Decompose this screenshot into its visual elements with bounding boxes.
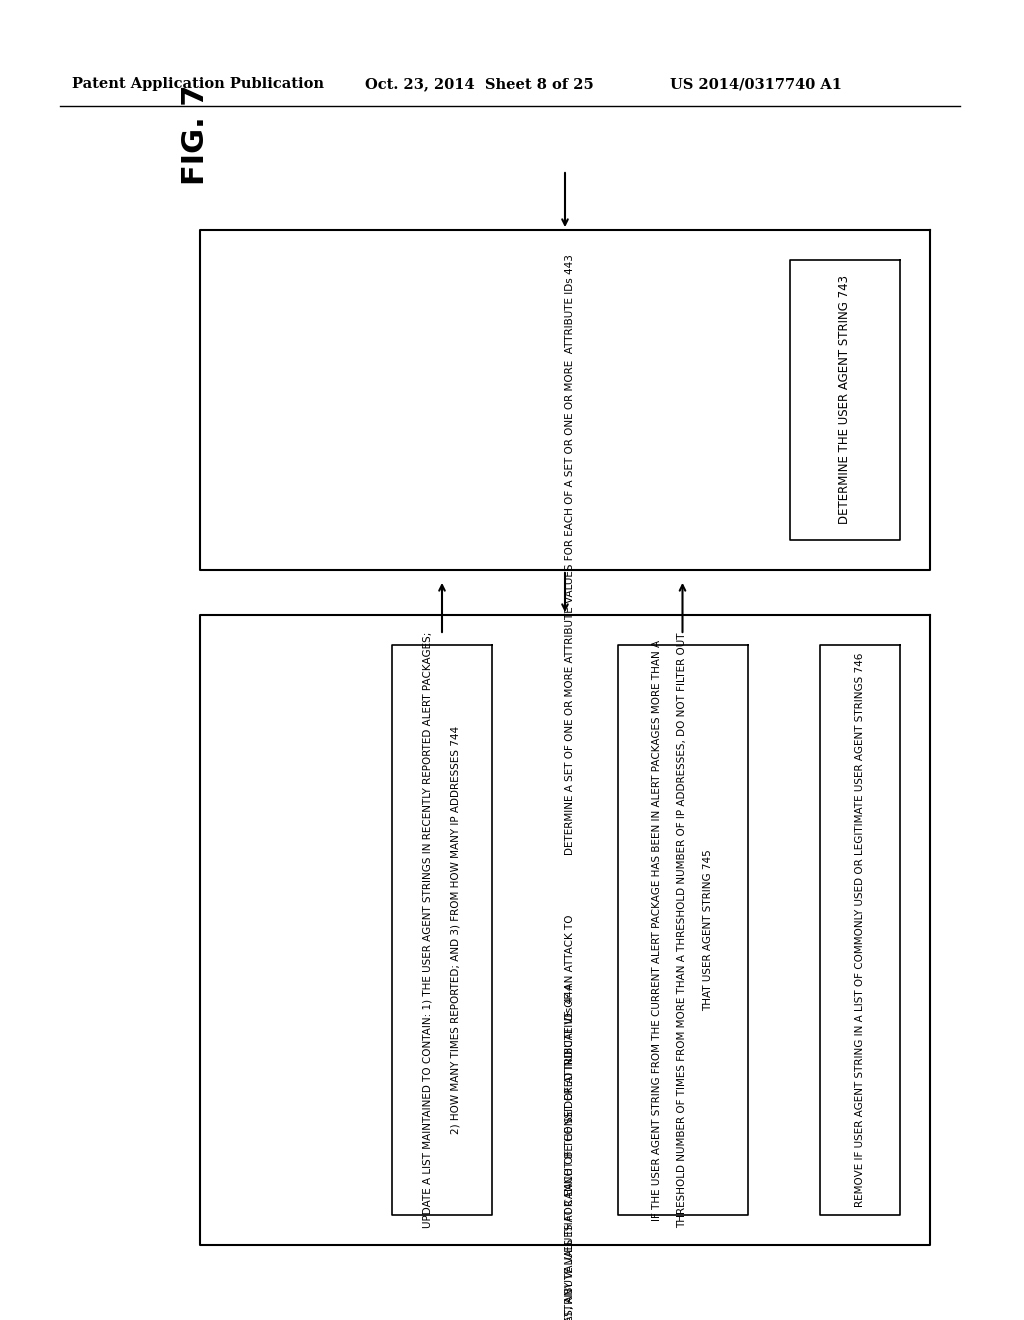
Text: US 2014/0317740 A1: US 2014/0317740 A1 [670,77,842,91]
Text: DETERMINE THE USER AGENT STRING 743: DETERMINE THE USER AGENT STRING 743 [839,276,852,524]
Text: THAT USER AGENT STRING 745: THAT USER AGENT STRING 745 [703,849,714,1011]
Text: IF THE USER AGENT STRING FROM THE CURRENT ALERT PACKAGE HAS BEEN IN ALERT PACKAG: IF THE USER AGENT STRING FROM THE CURREN… [651,639,662,1221]
Text: 2) HOW MANY TIMES REPORTED; AND 3) FROM HOW MANY IP ADDRESSES 744: 2) HOW MANY TIMES REPORTED; AND 3) FROM … [451,726,461,1134]
Text: THRESHOLD NUMBER OF TIMES FROM MORE THAN A THRESHOLD NUMBER OF IP ADDRESSES, DO : THRESHOLD NUMBER OF TIMES FROM MORE THAN… [678,632,687,1228]
Text: Patent Application Publication: Patent Application Publication [72,77,324,91]
Text: REMOVE IF USER AGENT STRING IN A LIST OF COMMONLY USED OR LEGITIMATE USER AGENT : REMOVE IF USER AGENT STRING IN A LIST OF… [855,653,865,1208]
Text: Oct. 23, 2014  Sheet 8 of 25: Oct. 23, 2014 Sheet 8 of 25 [365,77,594,91]
Text: FIG. 7: FIG. 7 [180,84,210,185]
Text: UPDATE A LIST MAINTAINED TO CONTAIN: 1) THE USER AGENT STRINGS IN RECENTLY REPOR: UPDATE A LIST MAINTAINED TO CONTAIN: 1) … [423,632,433,1228]
Text: CREATE A NEW SET OF ATTRIBUTE VALUES FOR EACH OF THE SET OF ATTRIBUTE IDs 444: CREATE A NEW SET OF ATTRIBUTE VALUES FOR… [565,983,575,1320]
Text: FILTER, FROM THE SET OF ATTRIBUTE VALUES, ANY VALUES THAT CANNOT BE CONSIDERED I: FILTER, FROM THE SET OF ATTRIBUTE VALUES… [565,915,575,1320]
Text: DETERMINE A SET OF ONE OR MORE ATTRIBUTE VALUES FOR EACH OF A SET OR ONE OR MORE: DETERMINE A SET OF ONE OR MORE ATTRIBUTE… [565,255,575,855]
